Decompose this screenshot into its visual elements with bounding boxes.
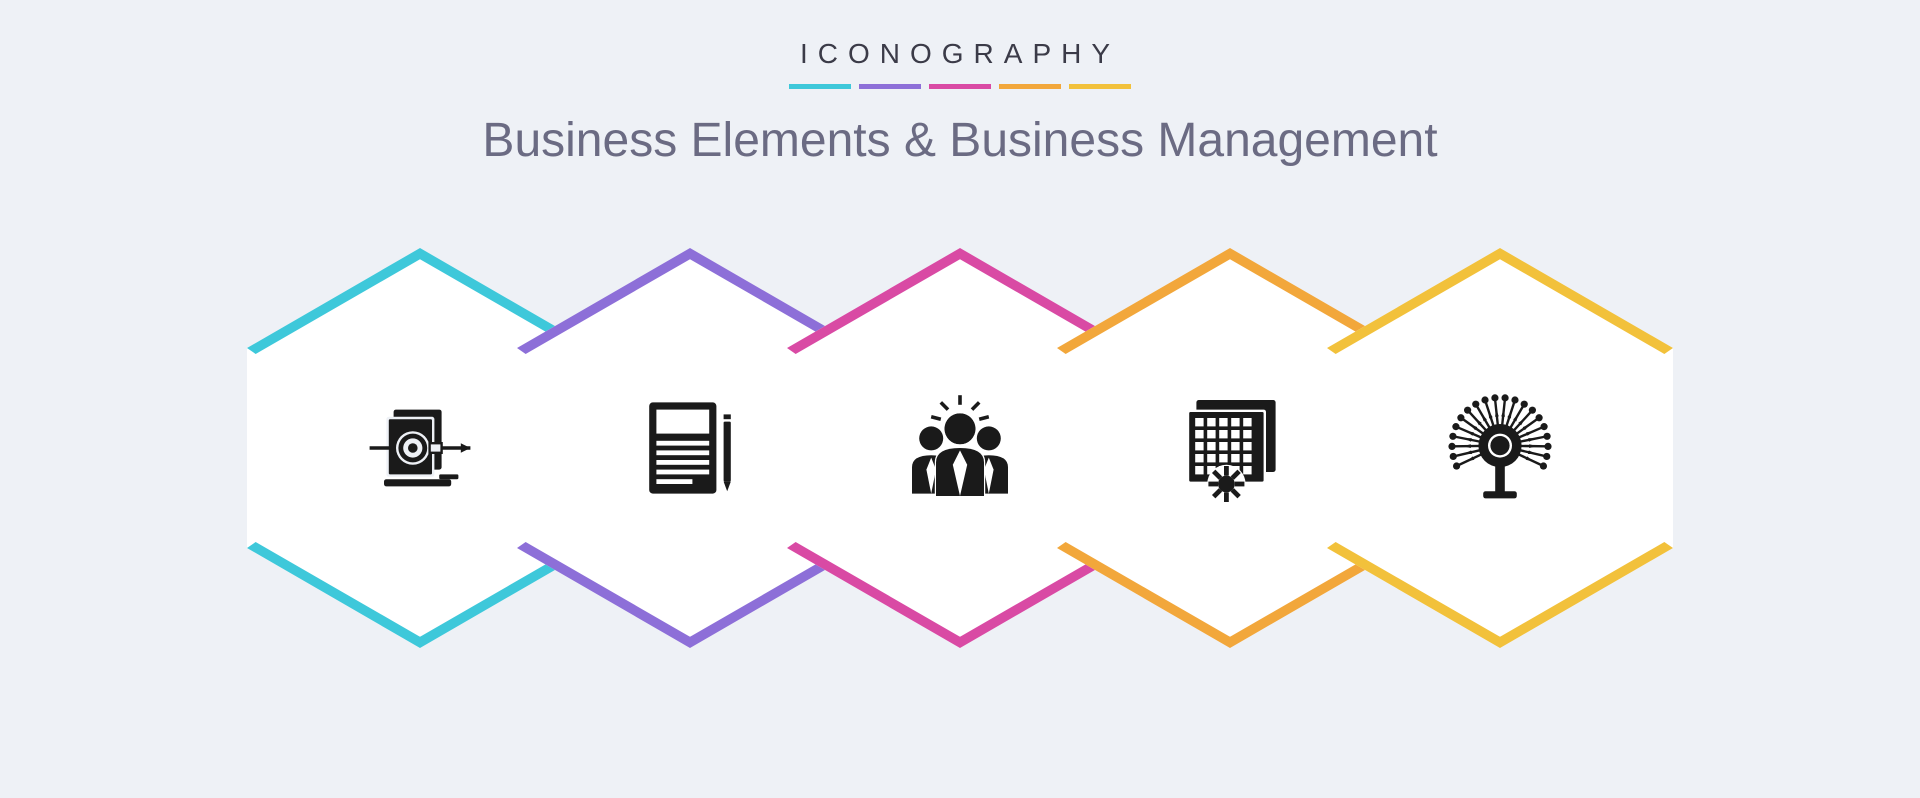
algorithm-target-icon	[350, 378, 490, 518]
icon-row	[0, 248, 1920, 648]
brand-label: ICONOGRAPHY	[482, 38, 1437, 70]
hexagon-card-5	[1327, 248, 1673, 648]
data-network-icon	[1430, 378, 1570, 518]
accent-color-bars	[482, 84, 1437, 89]
page-title: Business Elements & Business Management	[482, 113, 1437, 168]
accent-bar-5	[1069, 84, 1131, 89]
accent-bar-4	[999, 84, 1061, 89]
brand-notebook-icon	[620, 378, 760, 518]
header: ICONOGRAPHY Business Elements & Business…	[482, 38, 1437, 248]
accent-bar-2	[859, 84, 921, 89]
accent-bar-1	[789, 84, 851, 89]
iteration-grid-icon	[1160, 378, 1300, 518]
business-team-icon	[890, 378, 1030, 518]
accent-bar-3	[929, 84, 991, 89]
